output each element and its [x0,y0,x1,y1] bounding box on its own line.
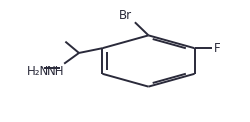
Text: H₂N: H₂N [27,65,49,78]
Text: F: F [214,42,221,55]
Text: NH: NH [47,65,64,78]
Text: Br: Br [119,9,132,22]
